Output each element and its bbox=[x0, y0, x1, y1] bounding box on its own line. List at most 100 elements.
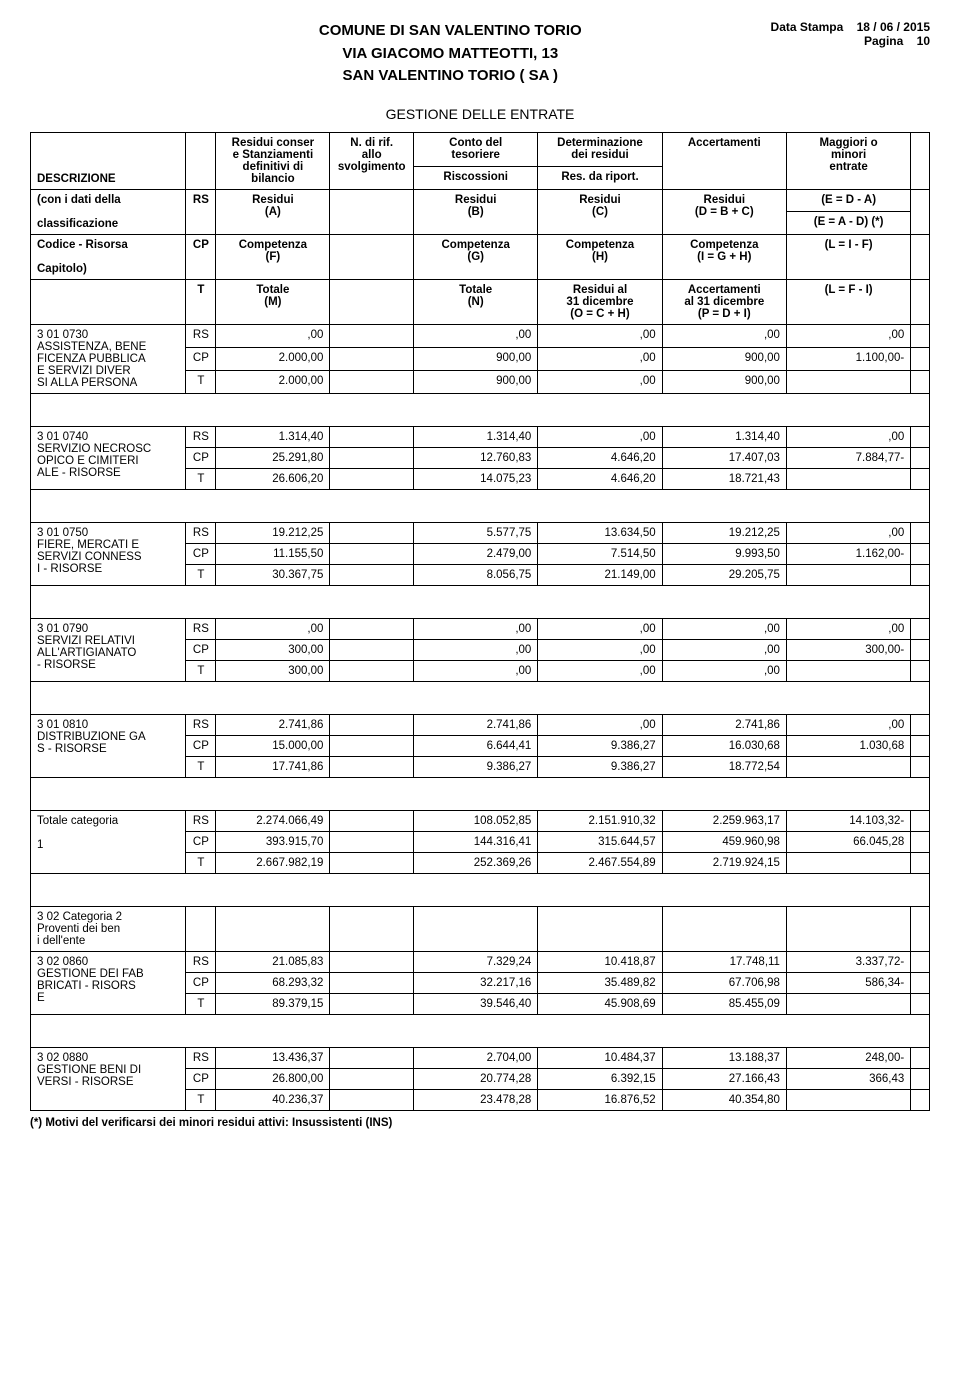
cell-cp-e: 1.030,68 bbox=[786, 735, 910, 756]
th-competenza-i: Competenza (I = G + H) bbox=[662, 234, 786, 279]
th-accertamenti: Accertamenti bbox=[662, 132, 786, 189]
cell-t-c: 4.646,20 bbox=[538, 468, 662, 489]
cell-rs-e: 248,00- bbox=[786, 1047, 910, 1068]
cell-rs-b: 5.577,75 bbox=[414, 522, 538, 543]
cell-cp-d: 9.993,50 bbox=[662, 543, 786, 564]
cell-t-b: 39.546,40 bbox=[414, 993, 538, 1014]
cell-cp-c: 6.392,15 bbox=[538, 1068, 662, 1089]
cell-t-e bbox=[786, 370, 910, 393]
cell-cp-c: 35.489,82 bbox=[538, 972, 662, 993]
header-row-4: T Totale (M) Totale (N) Residui al 31 di… bbox=[31, 279, 930, 324]
cell-cp-b: 20.774,28 bbox=[414, 1068, 538, 1089]
th-residui-a: Residui (A) bbox=[216, 189, 330, 234]
cell-t-b: 8.056,75 bbox=[414, 564, 538, 585]
tag-t: T bbox=[186, 468, 216, 489]
spacer-row bbox=[31, 1014, 930, 1047]
row-desc: 3 02 0860 GESTIONE DEI FAB BRICATI - RIS… bbox=[31, 951, 186, 1014]
cell-t-e bbox=[786, 564, 910, 585]
cell-cp-c: 4.646,20 bbox=[538, 447, 662, 468]
cell-t-d: 900,00 bbox=[662, 370, 786, 393]
cell-rs-c: ,00 bbox=[538, 618, 662, 639]
cell-cp-a: 15.000,00 bbox=[216, 735, 330, 756]
cell-t-e bbox=[786, 660, 910, 681]
cell-t-e bbox=[786, 852, 910, 873]
cell-rs-c: 13.634,50 bbox=[538, 522, 662, 543]
tag-rs: RS bbox=[186, 618, 216, 639]
tag-t: T bbox=[186, 1089, 216, 1110]
cell-cp-e: 1.162,00- bbox=[786, 543, 910, 564]
th-residui-conser: Residui conser e Stanziamenti definitivi… bbox=[216, 132, 330, 189]
cell-t-e bbox=[786, 756, 910, 777]
header-line2: VIA GIACOMO MATTEOTTI, 13 bbox=[150, 43, 751, 66]
cell-t-b: 23.478,28 bbox=[414, 1089, 538, 1110]
cell-cp-d: 16.030,68 bbox=[662, 735, 786, 756]
cell-t-d: ,00 bbox=[662, 660, 786, 681]
th-l-i-f: (L = I - F) bbox=[786, 234, 910, 279]
cell-rs-c: 10.484,37 bbox=[538, 1047, 662, 1068]
row-desc: 3 02 Categoria 2 Proventi dei ben i dell… bbox=[31, 906, 186, 951]
cell-rs-c: ,00 bbox=[538, 426, 662, 447]
row-desc: 3 01 0730 ASSISTENZA, BENE FICENZA PUBBL… bbox=[31, 324, 186, 393]
tag-cp: CP bbox=[186, 347, 216, 370]
tag-rs: RS bbox=[186, 522, 216, 543]
cell-cp-a: 2.000,00 bbox=[216, 347, 330, 370]
cell-cp-c: 315.644,57 bbox=[538, 831, 662, 852]
footnote: (*) Motivi del verificarsi dei minori re… bbox=[30, 1117, 930, 1129]
pagina-value: 10 bbox=[917, 34, 930, 48]
cell-rs-c: ,00 bbox=[538, 324, 662, 347]
cell-rs-a: 2.741,86 bbox=[216, 714, 330, 735]
cell-cp-d: 459.960,98 bbox=[662, 831, 786, 852]
cell-cp-b: 144.316,41 bbox=[414, 831, 538, 852]
spacer-row bbox=[31, 777, 930, 810]
row-desc: 3 01 0750 FIERE, MERCATI E SERVIZI CONNE… bbox=[31, 522, 186, 585]
cell-rs-b: 1.314,40 bbox=[414, 426, 538, 447]
tag-cp: CP bbox=[186, 972, 216, 993]
cell-t-d: 40.354,80 bbox=[662, 1089, 786, 1110]
data-stampa-label: Data Stampa bbox=[771, 20, 844, 34]
tag-rs: RS bbox=[186, 324, 216, 347]
th-residui-31dic: Residui al 31 dicembre (O = C + H) bbox=[538, 279, 662, 324]
cell-rs-a: 2.274.066,49 bbox=[216, 810, 330, 831]
row-desc: 3 01 0740 SERVIZIO NECROSC OPICO E CIMIT… bbox=[31, 426, 186, 489]
th-codice-risorsa: Codice - Risorsa bbox=[37, 239, 128, 251]
cell-t-b: 900,00 bbox=[414, 370, 538, 393]
cell-rs-e: ,00 bbox=[786, 714, 910, 735]
header-row-3: Codice - Risorsa Capitolo) CP Competenza… bbox=[31, 234, 930, 279]
cell-cp-b: ,00 bbox=[414, 639, 538, 660]
cell-rs-a: ,00 bbox=[216, 324, 330, 347]
cell-t-a: 40.236,37 bbox=[216, 1089, 330, 1110]
header-row-1: DESCRIZIONE Residui conser e Stanziament… bbox=[31, 132, 930, 167]
cell-cp-b: 12.760,83 bbox=[414, 447, 538, 468]
th-accert-31dic: Accertamenti al 31 dicembre (P = D + I) bbox=[662, 279, 786, 324]
page: COMUNE DI SAN VALENTINO TORIO VIA GIACOM… bbox=[0, 0, 960, 1149]
tag-cp: CP bbox=[186, 1068, 216, 1089]
table-row: 3 01 0790 SERVIZI RELATIVI ALL'ARTIGIANA… bbox=[31, 618, 930, 639]
spacer-row bbox=[31, 489, 930, 522]
cell-cp-b: 6.644,41 bbox=[414, 735, 538, 756]
th-t: T bbox=[186, 279, 216, 324]
cell-cp-b: 32.217,16 bbox=[414, 972, 538, 993]
cell-t-a: 2.000,00 bbox=[216, 370, 330, 393]
row-desc: 3 01 0790 SERVIZI RELATIVI ALL'ARTIGIANA… bbox=[31, 618, 186, 681]
cell-t-a: 17.741,86 bbox=[216, 756, 330, 777]
data-stampa-value: 18 / 06 / 2015 bbox=[857, 20, 930, 34]
th-competenza-g: Competenza (G) bbox=[414, 234, 538, 279]
cell-cp-a: 25.291,80 bbox=[216, 447, 330, 468]
cell-t-e bbox=[786, 993, 910, 1014]
cell-t-b: 14.075,23 bbox=[414, 468, 538, 489]
table-row: Totale categoria 1RS2.274.066,49108.052,… bbox=[31, 810, 930, 831]
row-desc: 3 01 0810 DISTRIBUZIONE GA S - RISORSE bbox=[31, 714, 186, 777]
cell-t-e bbox=[786, 1089, 910, 1110]
tag-rs: RS bbox=[186, 426, 216, 447]
tag-t: T bbox=[186, 370, 216, 393]
cell-cp-a: 393.915,70 bbox=[216, 831, 330, 852]
cell-t-c: ,00 bbox=[538, 370, 662, 393]
cell-cp-c: 7.514,50 bbox=[538, 543, 662, 564]
row-desc: Totale categoria 1 bbox=[31, 810, 186, 873]
spacer-row bbox=[31, 681, 930, 714]
spacer-row bbox=[31, 585, 930, 618]
cell-cp-e: 66.045,28 bbox=[786, 831, 910, 852]
cell-rs-a: ,00 bbox=[216, 618, 330, 639]
cell-rs-d: 2.741,86 bbox=[662, 714, 786, 735]
cell-rs-a: 13.436,37 bbox=[216, 1047, 330, 1068]
